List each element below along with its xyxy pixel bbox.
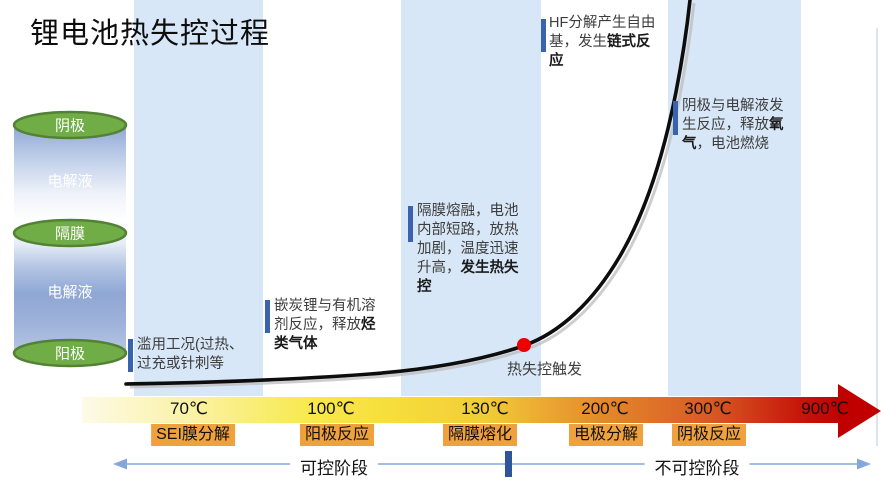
annotation-text: 滥用工况(过热、过充或针刺等 — [137, 337, 244, 372]
battery-body — [14, 125, 126, 353]
stage-tag-electrode-decompose: 电极分解 — [568, 424, 644, 446]
stage-tag-cathode-reaction: 阴极反应 — [671, 424, 747, 446]
annotation-text: ，电池燃烧 — [696, 135, 770, 152]
temperature-gradient-bar — [82, 397, 840, 423]
annotation-text: 阴极与电解液发生反应，释放 — [682, 98, 784, 133]
annotation-cathode: 阴极与电解液发生反应，释放氧气，电池燃烧 — [682, 97, 786, 154]
left-arrow-icon — [113, 458, 127, 470]
separator-label: 隔膜 — [55, 226, 85, 243]
anode-ellipse — [12, 338, 128, 368]
temp-tick-100: 100℃ — [307, 399, 355, 418]
temp-tick-130: 130℃ — [461, 399, 509, 418]
annotation-abuse: 滥用工况(过热、过充或针刺等 — [137, 336, 249, 374]
right-arrow-icon — [857, 458, 871, 470]
stage-tag-separator-melt: 隔膜熔化 — [442, 424, 518, 446]
anode-label: 阳极 — [55, 346, 85, 363]
phase-label-uncontrollable: 不可控阶段 — [644, 454, 750, 479]
stage-tag-sei: SEI膜分解 — [151, 424, 235, 446]
slide-edge-line — [876, 28, 878, 446]
temp-tick-900: 900℃ — [801, 399, 849, 418]
phase-label-controllable: 可控阶段 — [290, 454, 378, 479]
trigger-label: 热失控触发 — [507, 361, 583, 378]
temp-tick-70: 70℃ — [169, 399, 209, 418]
cathode-ellipse — [12, 110, 128, 140]
annotation-anode-solvent: 嵌炭锂与有机溶剂反应，释放烃类气体 — [274, 297, 378, 354]
annotation-separator-melt: 隔膜熔融，电池内部短路，放热加剧，温度迅速升高，发生热失控 — [417, 202, 521, 297]
marker-bar-separator-melt — [408, 206, 413, 242]
marker-bar-hf — [541, 19, 546, 52]
stage-tag-anode-reaction: 阳极反应 — [299, 424, 375, 446]
marker-bar-cathode — [673, 101, 678, 135]
temp-tick-200: 200℃ — [581, 399, 629, 418]
stage-band-3 — [668, 0, 801, 396]
marker-bar-anode-solvent — [265, 300, 270, 333]
temp-tick-300: 300℃ — [684, 399, 732, 418]
temperature-arrowhead-icon — [838, 384, 881, 438]
stage-band-2 — [401, 0, 541, 396]
phase-divider — [505, 451, 512, 477]
electrolyte-label-top: 电解液 — [47, 173, 92, 190]
electrolyte-label-bottom: 电解液 — [47, 284, 92, 301]
separator-ellipse — [12, 218, 128, 248]
annotation-hf: HF分解产生自由基，发生链式反应 — [549, 14, 659, 71]
page-title: 锂电池热失控过程 — [30, 18, 271, 50]
cathode-label: 阴极 — [55, 118, 85, 135]
marker-bar-abuse — [128, 339, 133, 372]
battery-diagram: 电解液 电解液 阴极 隔膜 阳极 — [12, 110, 128, 368]
